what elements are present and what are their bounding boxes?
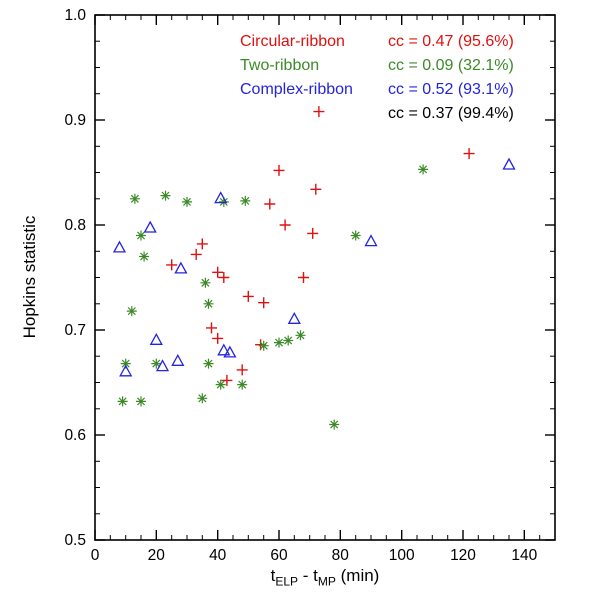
- svg-text:120: 120: [450, 547, 476, 564]
- y-axis-label: Hopkins statistic: [20, 215, 39, 339]
- svg-text:0.8: 0.8: [64, 217, 86, 234]
- svg-text:40: 40: [209, 547, 227, 564]
- series-1-markers: [117, 164, 429, 430]
- series-0-markers: [166, 106, 475, 386]
- x-axis-label-sub1: ELP: [275, 574, 299, 589]
- svg-text:20: 20: [148, 547, 166, 564]
- legend-name-complex-ribbon: Complex-ribbon: [240, 81, 353, 98]
- svg-text:1.0: 1.0: [64, 7, 86, 24]
- legend-cc-overall: cc = 0.37 (99.4%): [388, 105, 514, 122]
- svg-text:0.5: 0.5: [64, 532, 86, 549]
- svg-text:140: 140: [511, 547, 537, 564]
- svg-text:80: 80: [332, 547, 350, 564]
- x-axis-label-mid: -: [298, 566, 314, 585]
- x-axis-label-t2: t: [313, 566, 318, 585]
- x-axis-label: tELP - tMP (min): [271, 566, 380, 588]
- x-axis-label-unit: (min): [335, 566, 380, 585]
- x-axis-label-t1: t: [270, 566, 276, 585]
- svg-text:0: 0: [91, 547, 100, 564]
- series-2-markers: [112, 157, 516, 377]
- legend-cc-complex-ribbon: cc = 0.52 (93.1%): [388, 81, 514, 98]
- legend-name-two-ribbon: Two-ribbon: [240, 57, 320, 74]
- svg-text:100: 100: [389, 547, 415, 564]
- x-axis-ticks: 0 20 40 60 80 100 120 140: [91, 15, 541, 564]
- legend-cc-circular-ribbon: cc = 0.47 (95.6%): [388, 33, 514, 50]
- y-axis-ticks: 0.5 0.6 0.7 0.8 0.9 1.0: [64, 7, 555, 549]
- legend-name-circular-ribbon: Circular-ribbon: [240, 33, 345, 50]
- svg-text:0.9: 0.9: [64, 112, 86, 129]
- x-axis-label-sub2: MP: [317, 574, 336, 589]
- svg-text:60: 60: [270, 547, 288, 564]
- svg-text:0.6: 0.6: [64, 427, 86, 444]
- legend-cc-two-ribbon: cc = 0.09 (32.1%): [388, 57, 514, 74]
- svg-text:0.7: 0.7: [64, 322, 86, 339]
